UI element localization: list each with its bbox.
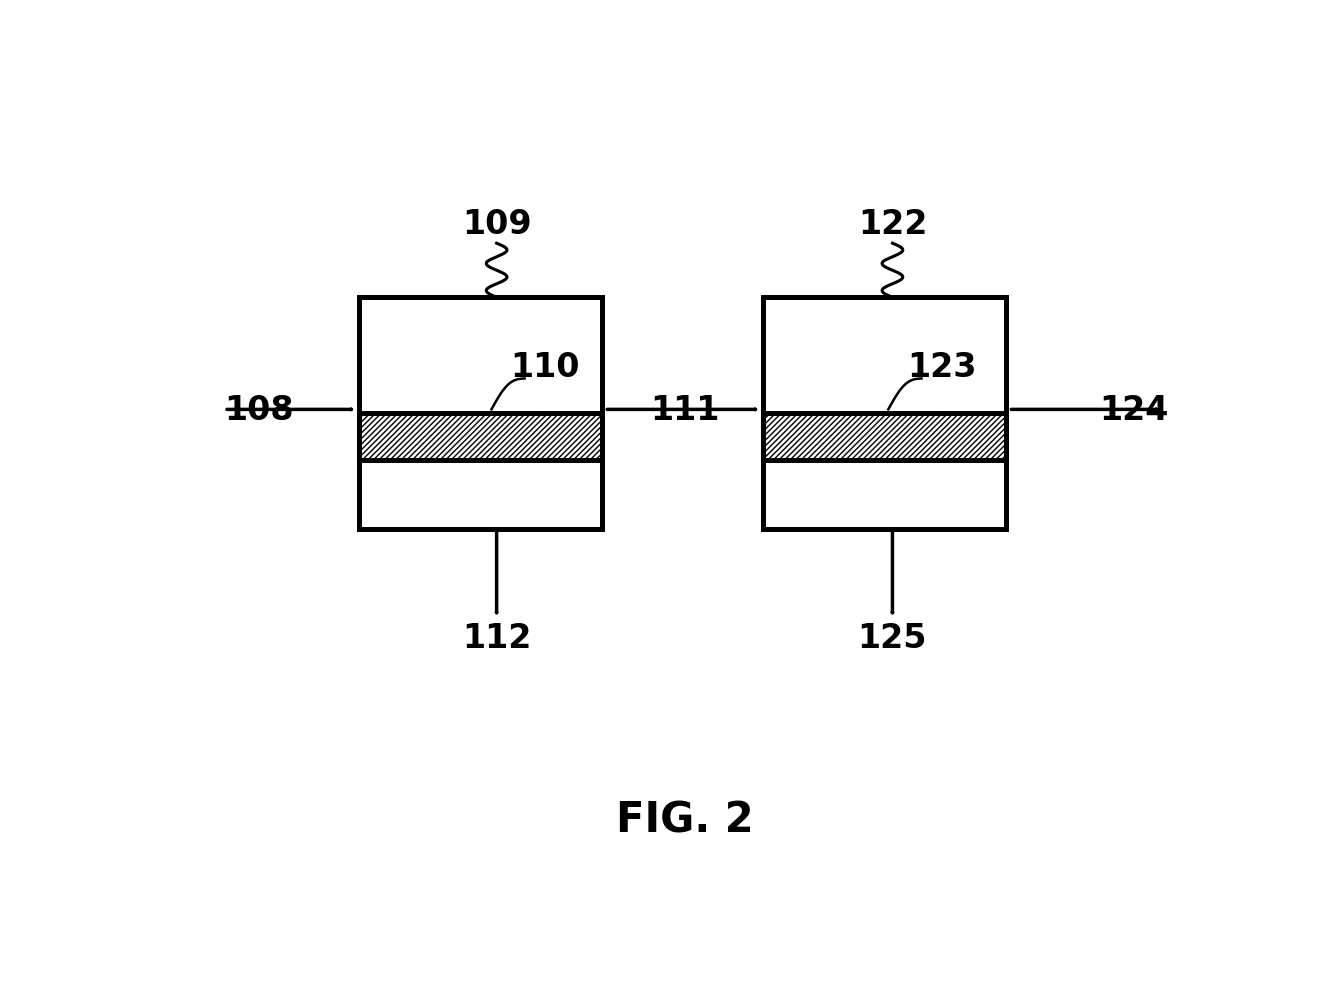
Bar — [358, 298, 602, 530]
Text: 110: 110 — [511, 351, 580, 384]
Text: 109: 109 — [461, 209, 531, 241]
Bar — [763, 298, 1007, 530]
Bar — [358, 414, 602, 460]
Text: 125: 125 — [858, 621, 927, 654]
Text: 111: 111 — [651, 393, 719, 426]
Bar — [763, 414, 1007, 460]
Bar — [358, 298, 602, 530]
Bar — [763, 298, 1007, 530]
Text: 112: 112 — [463, 621, 531, 654]
Text: FIG. 2: FIG. 2 — [616, 798, 754, 841]
Text: 122: 122 — [858, 209, 927, 241]
Text: 123: 123 — [908, 351, 977, 384]
Text: 124: 124 — [1099, 393, 1169, 426]
Text: 108: 108 — [225, 393, 294, 426]
